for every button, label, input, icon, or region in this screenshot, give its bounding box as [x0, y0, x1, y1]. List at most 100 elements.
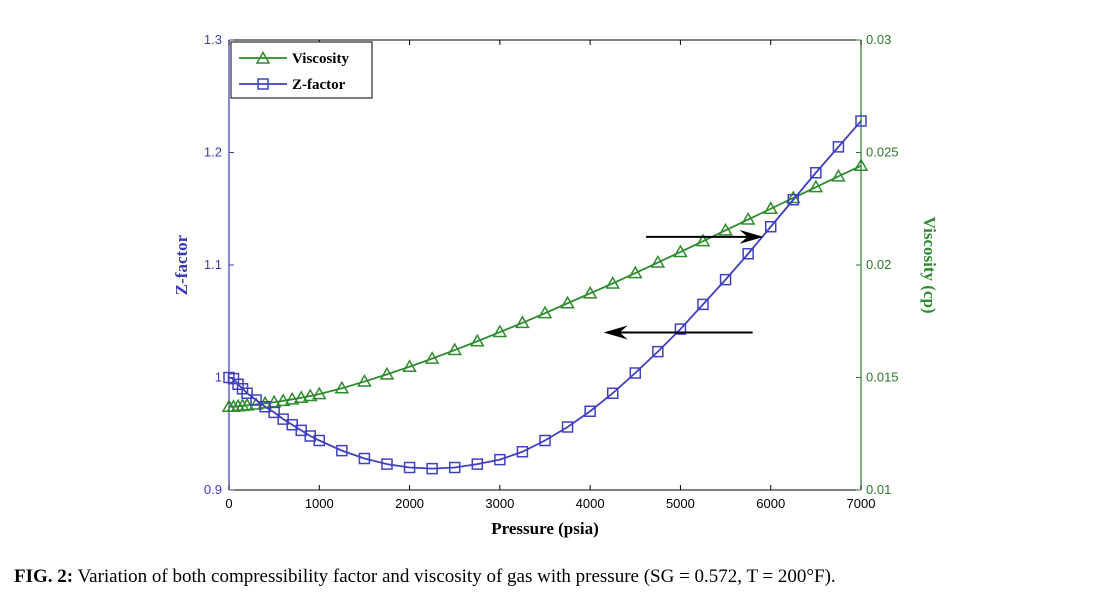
- legend-zfactor-label: Z-factor: [292, 77, 346, 93]
- z-factor-point: [426, 462, 438, 475]
- z-factor-point: [358, 452, 371, 465]
- left-tick-label: 1.1: [204, 257, 222, 272]
- z-factor-point: [268, 406, 280, 419]
- z-factor-point: [742, 248, 754, 260]
- viscosity-point: [275, 393, 291, 407]
- z-factor-point: [719, 273, 732, 286]
- z-factor-point: [832, 141, 845, 153]
- viscosity-point: [650, 255, 666, 268]
- viscosity-point: [379, 366, 395, 380]
- x-tick-label: 3000: [485, 496, 514, 511]
- viscosity-point: [492, 324, 508, 338]
- annotation-layer: [603, 229, 764, 340]
- x-tick-label: 1000: [305, 496, 334, 511]
- series-layer: [221, 115, 869, 475]
- viscosity-point: [248, 396, 264, 410]
- z-factor-point: [810, 167, 822, 179]
- z-factor-point: [584, 405, 596, 417]
- z-factor-point: [561, 421, 574, 433]
- viscosity-point: [673, 244, 688, 258]
- z-factor-point: [697, 298, 709, 311]
- legend: Viscosity Z-factor: [230, 41, 373, 99]
- right-tick-label: 0.01: [866, 482, 891, 497]
- z-factor-point: [606, 387, 619, 399]
- z-factor-point: [381, 458, 393, 470]
- viscosity-point: [402, 359, 417, 372]
- z-factor-point: [448, 461, 461, 474]
- viscosity-point: [853, 158, 869, 172]
- x-tick-label: 4000: [576, 496, 605, 511]
- viscosity-point: [627, 265, 643, 279]
- z-factor-point: [764, 221, 777, 233]
- right-tick-label: 0.03: [866, 32, 891, 47]
- viscosity-point: [469, 333, 485, 347]
- right-tick-label: 0.015: [866, 370, 899, 385]
- plot-area: [229, 40, 861, 490]
- z-factor-point: [539, 434, 551, 447]
- legend-viscosity-label: Viscosity: [292, 51, 349, 67]
- viscosity-point: [311, 386, 327, 400]
- viscosity-point: [537, 305, 553, 319]
- z-factor-point: [494, 453, 506, 466]
- left-tick-label: 1.2: [204, 145, 222, 160]
- z-factor-point: [629, 367, 642, 379]
- arrow-annotation-left: [603, 325, 753, 340]
- z-factor-point: [241, 387, 253, 399]
- viscosity-point: [302, 388, 318, 402]
- z-factor-point: [336, 444, 348, 457]
- z-factor-point: [313, 434, 326, 447]
- viscosity-point: [447, 342, 463, 356]
- viscosity-point: [560, 295, 575, 309]
- legend-viscosity-marker: [255, 50, 271, 64]
- right-tick-label: 0.025: [866, 145, 899, 160]
- arrow-head: [739, 229, 764, 244]
- viscosity-point: [334, 380, 350, 394]
- dual-axis-line-chart: 0 1000 2000 3000 4000 5000 6000 7000 0.9 1 1.1 1.2…: [172, 32, 939, 538]
- z-factor-series-line: [228, 120, 862, 470]
- x-axis-title: Pressure (psia): [491, 519, 599, 538]
- z-factor-point: [403, 461, 416, 474]
- z-factor-point: [674, 323, 687, 335]
- viscosity-point: [357, 374, 372, 387]
- viscosity-point: [740, 212, 756, 225]
- figure-caption: FIG. 2: Variation of both compressibilit…: [14, 566, 1104, 588]
- z-factor-point: [787, 194, 800, 206]
- viscosity-point: [718, 222, 733, 236]
- viscosity-point: [284, 391, 300, 405]
- legend-box: [230, 41, 373, 99]
- figure-caption-label: FIG. 2:: [14, 566, 74, 587]
- z-factor-point: [855, 115, 867, 127]
- viscosity-point: [605, 275, 621, 289]
- z-factor-point: [652, 345, 664, 358]
- figure-caption-text: Variation of both compressibility factor…: [73, 566, 836, 587]
- viscosity-point: [257, 395, 273, 409]
- z-factor-point: [516, 446, 529, 458]
- viscosity-point: [831, 168, 846, 182]
- arrow-annotation-right: [646, 229, 764, 244]
- right-axis-title: Viscosity (cp): [920, 216, 939, 313]
- x-tick-label: 6000: [756, 496, 785, 511]
- viscosity-series-line: [229, 164, 862, 408]
- x-axis-ticks: 0 1000 2000 3000 4000 5000 6000 7000: [225, 40, 875, 511]
- viscosity-point: [293, 390, 309, 403]
- viscosity-point: [582, 285, 598, 299]
- x-tick-label: 5000: [666, 496, 695, 511]
- z-factor-point: [471, 458, 484, 470]
- arrow-head: [603, 325, 628, 340]
- viscosity-point: [808, 179, 824, 193]
- left-axis-title: Z-factor: [172, 234, 191, 295]
- x-tick-label: 7000: [847, 496, 876, 511]
- viscosity-point: [424, 351, 440, 364]
- left-tick-label: 0.9: [204, 482, 222, 497]
- viscosity-point: [763, 201, 779, 214]
- left-axis-ticks: 0.9 1 1.1 1.2 1.3: [204, 32, 234, 497]
- x-tick-label: 0: [225, 496, 232, 511]
- legend-zfactor-marker: [257, 78, 269, 90]
- left-tick-label: 1: [215, 370, 222, 385]
- x-tick-label: 2000: [395, 496, 424, 511]
- left-tick-label: 1.3: [204, 32, 222, 47]
- viscosity-point: [695, 233, 711, 247]
- viscosity-point: [239, 397, 255, 411]
- z-factor-point: [250, 394, 262, 406]
- viscosity-point: [515, 315, 530, 329]
